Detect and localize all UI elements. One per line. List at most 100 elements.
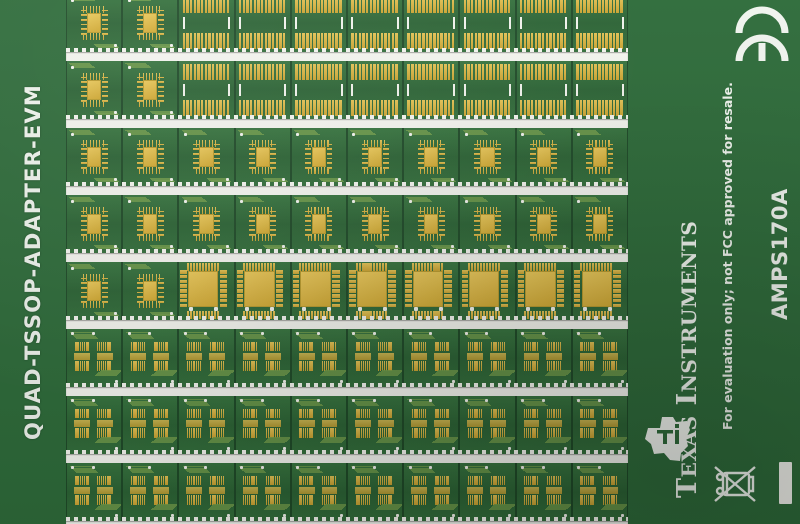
pcb-pad — [136, 81, 143, 84]
pcb-trace — [207, 375, 230, 377]
pcb-pad — [166, 361, 168, 371]
pcb-trace — [432, 178, 453, 180]
pcb-trace — [100, 369, 122, 371]
pcb-pad — [485, 100, 489, 116]
pcb-pad — [303, 475, 305, 486]
pcb-trace — [467, 335, 489, 337]
pcb-pad — [610, 408, 612, 419]
pcb-pad — [370, 234, 372, 242]
pcb-pad — [586, 311, 589, 319]
pcb-pad — [467, 64, 470, 80]
pcb-pad — [580, 475, 582, 486]
pcb-array-cell — [122, 0, 179, 52]
pcb-pad — [373, 234, 375, 242]
pcb-pad — [438, 210, 445, 213]
silkscreen-dot — [239, 332, 243, 336]
pcb-pad — [351, 33, 354, 49]
pcb-pad — [194, 428, 196, 438]
pcb-pad — [415, 495, 417, 505]
pcb-pad — [468, 311, 471, 319]
pcb-pad — [387, 64, 391, 80]
pcb-pad — [101, 215, 108, 218]
pcb-trace — [318, 244, 340, 246]
pcb-trace — [152, 45, 174, 47]
pcb-pad — [616, 428, 618, 438]
pcb-trace — [431, 177, 452, 179]
pcb-pad — [243, 341, 245, 352]
pcb-pad — [438, 224, 445, 227]
pcb-pad — [136, 18, 143, 21]
pcb-pad — [130, 361, 132, 371]
large-gold-pad — [412, 271, 444, 308]
pcb-pad — [423, 206, 425, 214]
pcb-pad — [552, 0, 556, 13]
pcb-pad — [260, 64, 264, 80]
pcb-pad — [322, 361, 324, 371]
pcb-pad — [421, 428, 423, 438]
pcb-trace — [467, 134, 489, 135]
white-bar-mark — [779, 462, 792, 504]
pcb-pad — [246, 428, 248, 438]
pcb-pad — [429, 311, 432, 319]
pcb-array-row — [66, 262, 628, 320]
pcb-pad — [486, 234, 488, 242]
pcb-pad — [451, 100, 454, 116]
pcb-pad — [533, 311, 536, 319]
pcb-pad — [267, 361, 269, 371]
pcb-pad — [258, 167, 260, 175]
pcb-pad — [310, 361, 312, 371]
pcb-trace — [522, 200, 544, 201]
pcb-pad — [554, 408, 556, 419]
pcb-trace — [240, 333, 262, 335]
pcb-pad — [444, 284, 452, 288]
pcb-trace — [548, 248, 569, 250]
pcb-pad — [385, 263, 388, 271]
pcb-pad — [238, 64, 242, 80]
pcb-pad — [417, 152, 424, 155]
pcb-pad — [559, 408, 561, 419]
silkscreen-dot — [148, 466, 152, 470]
pcb-trace — [151, 509, 174, 511]
pcb-pad — [267, 475, 269, 486]
pcb-pad — [205, 139, 207, 147]
pcb-pad — [490, 361, 492, 371]
pcb-trace — [582, 405, 604, 406]
pcb-array-cell — [66, 329, 123, 387]
pcb-pad — [364, 311, 367, 319]
pcb-pad — [220, 475, 222, 486]
pcb-pad — [582, 495, 584, 505]
pcb-pad — [524, 361, 526, 371]
pcb-trace — [411, 469, 433, 471]
pcb-pad — [243, 263, 246, 271]
pcb-pad — [605, 361, 607, 371]
pcb-pad — [473, 233, 480, 236]
pcb-pad — [607, 210, 614, 213]
pcb-pad — [357, 361, 359, 371]
pcb-pad — [86, 72, 88, 80]
pcb-pad — [136, 148, 143, 151]
pcb-pad — [590, 64, 594, 80]
pcb-trace — [357, 338, 379, 339]
pcb-pad — [155, 72, 157, 80]
pcb-pad — [500, 100, 503, 116]
pcb-trace — [466, 334, 488, 336]
pcb-pad — [270, 162, 277, 164]
pcb-pad — [219, 64, 222, 80]
pcb-trace — [186, 201, 208, 202]
pcb-pad — [102, 361, 104, 371]
pcb-pad — [607, 162, 614, 164]
pcb-pad — [558, 475, 560, 486]
pcb-trace — [579, 469, 602, 471]
pcb-pad — [500, 270, 509, 274]
panel-break-tab-strip — [66, 249, 628, 266]
pcb-pad — [612, 33, 616, 49]
pcb-pad — [496, 167, 498, 175]
pcb-pad — [309, 33, 313, 49]
pcb-pad — [362, 428, 365, 438]
pcb-pad — [157, 300, 164, 303]
pcb-pad — [136, 408, 138, 419]
pcb-pad — [101, 300, 108, 303]
pcb-trace — [545, 179, 567, 181]
pcb-pad — [438, 152, 445, 155]
pcb-pad — [101, 233, 108, 236]
